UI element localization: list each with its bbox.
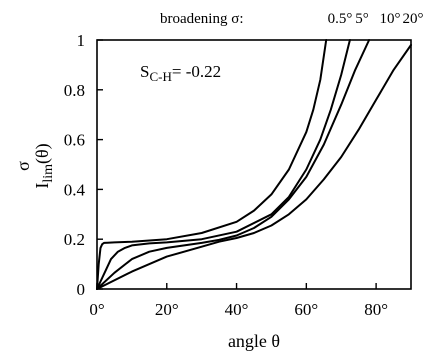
x-axis-title: angle θ bbox=[228, 331, 280, 351]
x-tick-label: 60° bbox=[294, 300, 318, 319]
plot-frame bbox=[96, 39, 412, 290]
x-tick-label: 20° bbox=[155, 300, 179, 319]
y-tick-label: 0.6 bbox=[64, 131, 85, 150]
annotation-value: = -0.22 bbox=[172, 62, 221, 81]
y-axis-title-superscript: σ bbox=[13, 161, 33, 171]
annotation-main: S bbox=[140, 62, 149, 81]
y-tick-label: 0 bbox=[77, 280, 86, 299]
x-tick-label: 40° bbox=[225, 300, 249, 319]
legend: 0.5° 5° 10° 20° bbox=[328, 11, 424, 27]
annotation-subscript: C-H bbox=[149, 69, 171, 84]
legend-title: broadening σ: bbox=[160, 11, 243, 27]
x-tick-label: 0° bbox=[89, 300, 104, 319]
y-axis: 0 0.2 0.4 0.6 0.8 1 bbox=[64, 31, 103, 299]
y-axis-title-main: Ilim(θ) bbox=[32, 143, 56, 188]
legend-entry: 5° bbox=[355, 11, 369, 27]
x-axis: 0° 20° 40° 60° 80° bbox=[89, 283, 388, 319]
series-line-20-deg bbox=[96, 44, 412, 290]
series-line-05-deg bbox=[96, 39, 328, 290]
y-tick-label: 0.2 bbox=[64, 230, 85, 249]
legend-entry: 10° bbox=[380, 11, 401, 27]
series-line-10-deg bbox=[96, 39, 371, 290]
order-parameter-annotation: SC-H= -0.22 bbox=[140, 62, 221, 84]
series-line-5-deg bbox=[96, 39, 351, 290]
y-axis-title: Ilim(θ) σ bbox=[13, 143, 56, 188]
legend-entry: 20° bbox=[403, 11, 424, 27]
y-tick-label: 1 bbox=[77, 31, 86, 50]
y-tick-label: 0.8 bbox=[64, 81, 85, 100]
y-tick-label: 0.4 bbox=[64, 180, 86, 199]
plot-area bbox=[96, 39, 412, 290]
legend-entry: 0.5° bbox=[328, 11, 353, 27]
x-tick-label: 80° bbox=[364, 300, 388, 319]
